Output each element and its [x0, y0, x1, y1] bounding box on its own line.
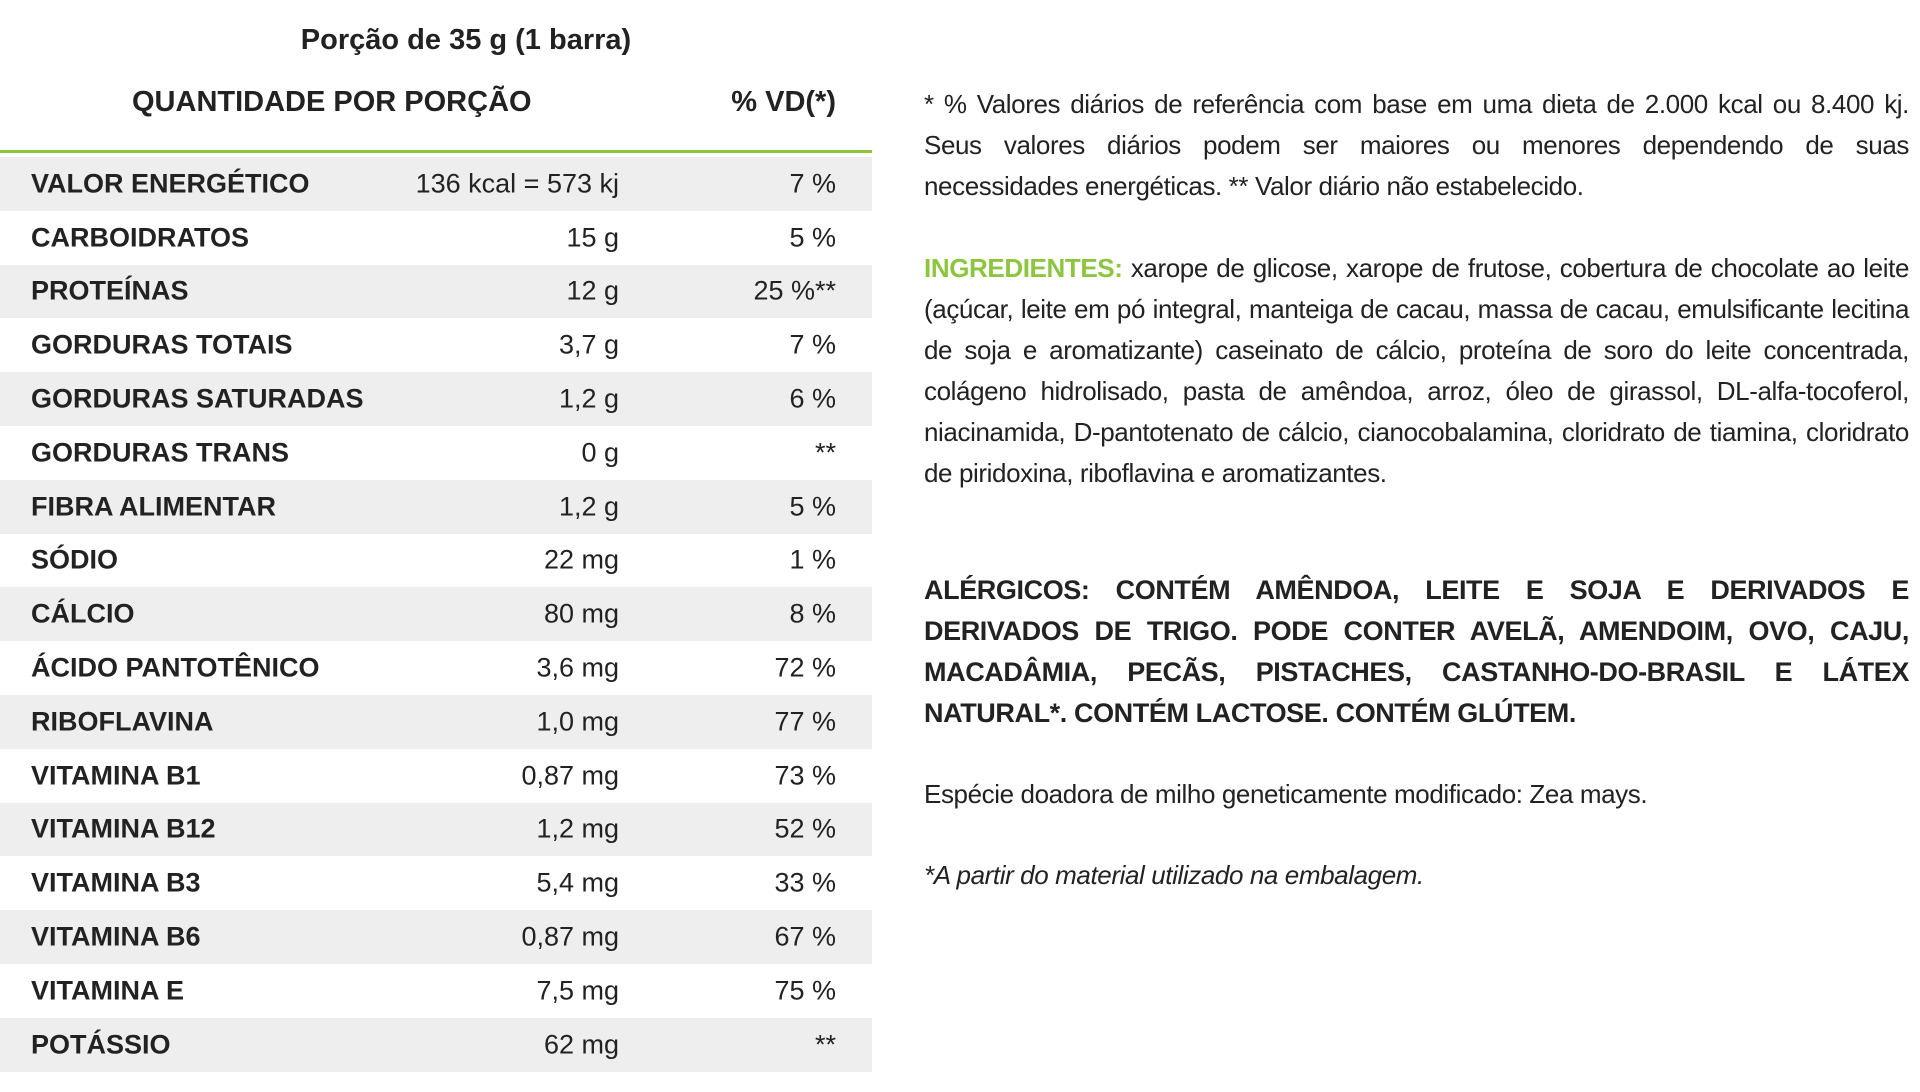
daily-value: 5 % — [789, 491, 836, 522]
ingredients-label: INGREDIENTES: — [924, 253, 1123, 283]
nutrient-name: VITAMINA B6 — [31, 921, 201, 952]
amount: 1,2 g — [558, 383, 619, 414]
amount: 0,87 mg — [521, 760, 619, 791]
daily-value: 33 % — [774, 867, 836, 898]
nutrition-table: VALOR ENERGÉTICO 136 kcal = 573 kj 7 % CARB… — [0, 157, 872, 1072]
amount: 1,2 g — [558, 491, 619, 522]
table-row: VITAMINA E 7,5 mg 75 % — [0, 964, 872, 1018]
amount: 3,7 g — [558, 329, 619, 360]
daily-value: 8 % — [789, 598, 836, 629]
daily-value: 7 % — [789, 329, 836, 360]
allergens: ALÉRGICOS: CONTÉM AMÊNDOA, LEITE E SOJA … — [924, 575, 1909, 728]
nutrient-name: POTÁSSIO — [31, 1029, 171, 1060]
amount: 3,6 mg — [536, 652, 619, 683]
ingredients: INGREDIENTES: xarope de glicose, xarope … — [924, 248, 1909, 494]
amount: 12 g — [566, 275, 619, 306]
table-row: GORDURAS TRANS 0 g ** — [0, 426, 872, 480]
table-row: GORDURAS TOTAIS 3,7 g 7 % — [0, 318, 872, 372]
daily-value: 52 % — [774, 813, 836, 844]
serving-size: Porção de 35 g (1 barra) — [300, 24, 632, 56]
nutrient-name: GORDURAS TOTAIS — [31, 329, 293, 360]
nutrient-name: VITAMINA E — [31, 975, 184, 1006]
daily-value: 25 %** — [753, 275, 836, 306]
nutrient-name: FIBRA ALIMENTAR — [31, 491, 276, 522]
table-row: PROTEÍNAS 12 g 25 %** — [0, 264, 872, 319]
amount: 136 kcal = 573 kj — [415, 168, 619, 199]
daily-value: 75 % — [774, 975, 836, 1006]
daily-value: 67 % — [774, 921, 836, 952]
nutrient-name: ÁCIDO PANTOTÊNICO — [31, 652, 320, 683]
table-row: ÁCIDO PANTOTÊNICO 3,6 mg 72 % — [0, 641, 872, 695]
amount: 62 mg — [543, 1029, 619, 1060]
daily-value: 77 % — [774, 706, 836, 737]
nutrient-name: RIBOFLAVINA — [31, 706, 214, 737]
table-row: VITAMINA B3 5,4 mg 33 % — [0, 856, 872, 910]
table-row: VALOR ENERGÉTICO 136 kcal = 573 kj 7 % — [0, 157, 872, 211]
dv-header: % VD(*) — [731, 86, 836, 118]
daily-value: ** — [814, 1029, 836, 1060]
daily-value: 7 % — [789, 168, 836, 199]
daily-value: 1 % — [789, 544, 836, 575]
table-row: VITAMINA B1 0,87 mg 73 % — [0, 749, 872, 803]
amount: 80 mg — [543, 598, 619, 629]
nutrient-name: VITAMINA B1 — [31, 760, 201, 791]
nutrient-name: CARBOIDRATOS — [31, 222, 250, 253]
nutrient-name: PROTEÍNAS — [31, 275, 189, 306]
amount: 15 g — [566, 222, 619, 253]
nutrient-name: GORDURAS TRANS — [31, 437, 290, 468]
nutrient-header: QUANTIDADE POR PORÇÃO — [132, 86, 532, 118]
ingredients-text: xarope de glicose, xarope de frutose, co… — [924, 253, 1909, 488]
table-row: VITAMINA B6 0,87 mg 67 % — [0, 910, 872, 964]
table-row: RIBOFLAVINA 1,0 mg 77 % — [0, 694, 872, 749]
footnote: *A partir do material utilizado na embal… — [924, 860, 1424, 890]
table-row: CARBOIDRATOS 15 g 5 % — [0, 211, 872, 265]
gmo-note: Espécie doadora de milho geneticamente m… — [924, 779, 1648, 809]
nutrient-name: CÁLCIO — [31, 598, 135, 629]
table-row: GORDURAS SATURADAS 1,2 g 6 % — [0, 372, 872, 426]
table-header: QUANTIDADE POR PORÇÃO % VD(*) — [0, 86, 872, 126]
table-row: CÁLCIO 80 mg 8 % — [0, 587, 872, 642]
amount: 5,4 mg — [536, 867, 619, 898]
table-row: SÓDIO 22 mg 1 % — [0, 534, 872, 588]
table-row: VITAMINA B12 1,2 mg 52 % — [0, 802, 872, 857]
amount: 0,87 mg — [521, 921, 619, 952]
amount: 1,0 mg — [536, 706, 619, 737]
amount: 7,5 mg — [536, 975, 619, 1006]
daily-value: 73 % — [774, 760, 836, 791]
table-row: FIBRA ALIMENTAR 1,2 g 5 % — [0, 479, 872, 534]
amount: 1,2 mg — [536, 813, 619, 844]
daily-value: ** — [814, 437, 836, 468]
reference-note: * % Valores diários de referência com ba… — [924, 89, 1909, 201]
nutrient-name: VITAMINA B3 — [31, 867, 201, 898]
divider — [0, 150, 872, 153]
amount: 22 mg — [543, 544, 619, 575]
table-row: POTÁSSIO 62 mg ** — [0, 1017, 872, 1072]
amount: 0 g — [581, 437, 619, 468]
daily-value: 5 % — [789, 222, 836, 253]
daily-value: 6 % — [789, 383, 836, 414]
nutrient-name: VITAMINA B12 — [31, 813, 216, 844]
nutrient-name: GORDURAS SATURADAS — [31, 383, 364, 414]
daily-value: 72 % — [774, 652, 836, 683]
nutrient-name: SÓDIO — [31, 544, 119, 575]
nutrient-name: VALOR ENERGÉTICO — [31, 168, 310, 199]
